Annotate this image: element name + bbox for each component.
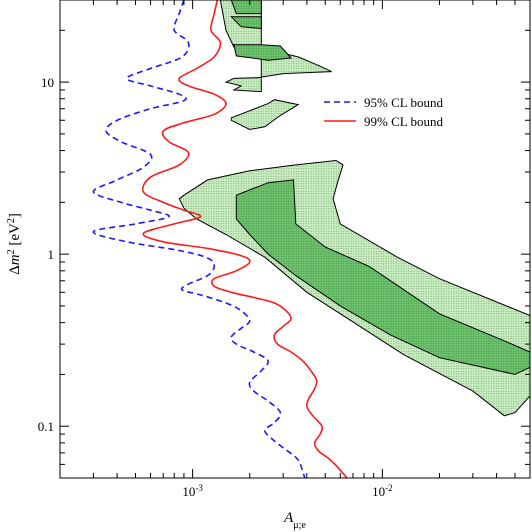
- x-axis-label: Aμ;e: [283, 510, 306, 531]
- x-tick-label-0: 10-3: [182, 483, 203, 499]
- legend-box: [316, 90, 472, 132]
- series-curves: [92, 0, 348, 478]
- inner-region-outline-2: [233, 44, 293, 61]
- legend-label-99: 99% CL bound: [364, 114, 443, 129]
- inner-region-outline-1: [230, 16, 262, 30]
- series-line-95cl: [92, 0, 306, 478]
- y-tick-label-2: 10: [41, 75, 54, 90]
- y-axis-label: Δm2 [eV2]: [6, 213, 24, 275]
- inner-region-outline-0: [230, 0, 262, 15]
- outer-region-outline-1: [230, 99, 300, 131]
- y-tick-label-1: 1: [48, 247, 55, 262]
- allowed-regions: [178, 0, 530, 417]
- legend: 95% CL bound 99% CL bound: [316, 90, 472, 132]
- inner-region-outline-3: [235, 179, 530, 375]
- axis-ticks: 10-3 10-2 0.1 1 10: [38, 0, 531, 499]
- legend-label-95: 95% CL bound: [364, 95, 443, 110]
- y-tick-label-0: 0.1: [38, 419, 54, 434]
- plot-frame: [59, 0, 531, 479]
- series-line-99cl: [141, 0, 348, 478]
- x-tick-label-1: 10-2: [372, 483, 393, 499]
